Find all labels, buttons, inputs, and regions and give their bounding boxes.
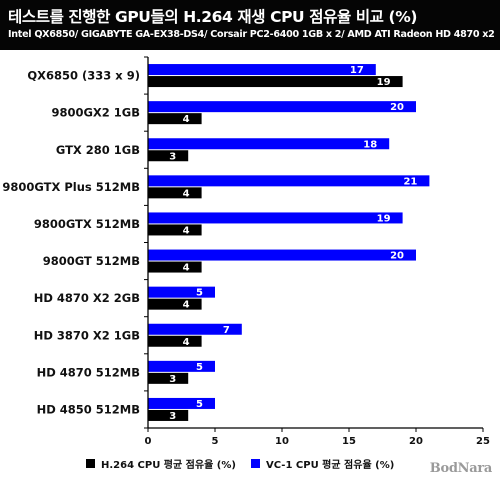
bar-h264 bbox=[148, 76, 403, 88]
data-label-vc1: 5 bbox=[196, 399, 203, 410]
x-tick-label: 5 bbox=[212, 436, 219, 447]
x-tick-label: 0 bbox=[145, 436, 152, 447]
chart-subtitle: Intel QX6850/ GIGABYTE GA-EX38-DS4/ Cors… bbox=[8, 29, 495, 40]
data-label-vc1: 7 bbox=[223, 325, 230, 336]
bar-h264 bbox=[148, 298, 202, 310]
watermark-logo: BodNara bbox=[429, 461, 493, 476]
bar-vc1 bbox=[148, 397, 215, 409]
data-label-h264: 4 bbox=[183, 114, 190, 125]
legend-item-h264: H.264 CPU 평균 점유율 (%) bbox=[86, 456, 236, 471]
x-tick-label: 20 bbox=[409, 436, 423, 447]
chart-header: 테스트를 진행한 GPU들의 H.264 재생 CPU 점유율 비교 (%) I… bbox=[0, 0, 500, 50]
data-label-h264: 3 bbox=[169, 374, 176, 385]
data-label-h264: 3 bbox=[169, 411, 176, 422]
data-label-h264: 4 bbox=[183, 188, 190, 199]
bar-h264 bbox=[148, 224, 202, 236]
bar-vc1 bbox=[148, 286, 215, 298]
data-label-vc1: 5 bbox=[196, 288, 203, 299]
x-tick-label: 25 bbox=[476, 436, 490, 447]
bar-h264 bbox=[148, 113, 202, 125]
data-label-h264: 19 bbox=[377, 77, 391, 88]
data-label-vc1: 17 bbox=[350, 65, 364, 76]
category-label: HD 4870 512MB bbox=[37, 365, 140, 379]
category-label: 9800GTX 512MB bbox=[34, 217, 140, 231]
bar-h264 bbox=[148, 409, 189, 421]
data-label-h264: 4 bbox=[183, 337, 190, 348]
bar-vc1 bbox=[148, 323, 242, 335]
bar-vc1 bbox=[148, 64, 376, 76]
bar-vc1 bbox=[148, 212, 403, 224]
category-label: QX6850 (333 x 9) bbox=[27, 69, 140, 83]
data-label-vc1: 20 bbox=[390, 102, 404, 113]
chart-title: 테스트를 진행한 GPU들의 H.264 재생 CPU 점유율 비교 (%) bbox=[8, 8, 418, 26]
bar-vc1 bbox=[148, 175, 430, 187]
bar-vc1 bbox=[148, 101, 416, 113]
legend-swatch-vc1 bbox=[251, 459, 260, 468]
legend-label-h264: H.264 CPU 평균 점유율 (%) bbox=[101, 460, 236, 471]
legend-swatch-h264 bbox=[86, 459, 95, 468]
bar-h264 bbox=[148, 372, 189, 384]
x-tick-label: 15 bbox=[342, 436, 356, 447]
data-label-h264: 4 bbox=[183, 300, 190, 311]
category-label: GTX 280 1GB bbox=[56, 143, 140, 157]
category-label: 9800GTX Plus 512MB bbox=[2, 180, 140, 194]
x-tick-label: 10 bbox=[275, 436, 289, 447]
data-label-vc1: 19 bbox=[377, 213, 391, 224]
category-label: HD 4870 X2 2GB bbox=[34, 291, 140, 305]
bar-h264 bbox=[148, 187, 202, 199]
category-label: 9800GX2 1GB bbox=[51, 106, 140, 120]
data-label-h264: 3 bbox=[169, 151, 176, 162]
legend-label-vc1: VC-1 CPU 평균 점유율 (%) bbox=[266, 460, 395, 471]
legend-item-vc1: VC-1 CPU 평균 점유율 (%) bbox=[251, 456, 394, 471]
bar-h264 bbox=[148, 335, 202, 347]
category-label: HD 4850 512MB bbox=[37, 402, 140, 416]
bar-vc1 bbox=[148, 249, 416, 261]
data-label-vc1: 5 bbox=[196, 362, 203, 373]
bar-vc1 bbox=[148, 138, 390, 150]
data-label-h264: 4 bbox=[183, 225, 190, 236]
bar-h264 bbox=[148, 261, 202, 273]
data-label-h264: 4 bbox=[183, 263, 190, 274]
data-label-vc1: 18 bbox=[363, 139, 377, 150]
bar-vc1 bbox=[148, 360, 215, 372]
data-label-vc1: 21 bbox=[403, 176, 417, 187]
category-label: HD 3870 X2 1GB bbox=[34, 328, 140, 342]
data-label-vc1: 20 bbox=[390, 251, 404, 262]
chart-legend: H.264 CPU 평균 점유율 (%) VC-1 CPU 평균 점유율 (%) bbox=[86, 456, 466, 472]
category-label: 9800GT 512MB bbox=[43, 254, 140, 268]
bar-h264 bbox=[148, 150, 189, 162]
